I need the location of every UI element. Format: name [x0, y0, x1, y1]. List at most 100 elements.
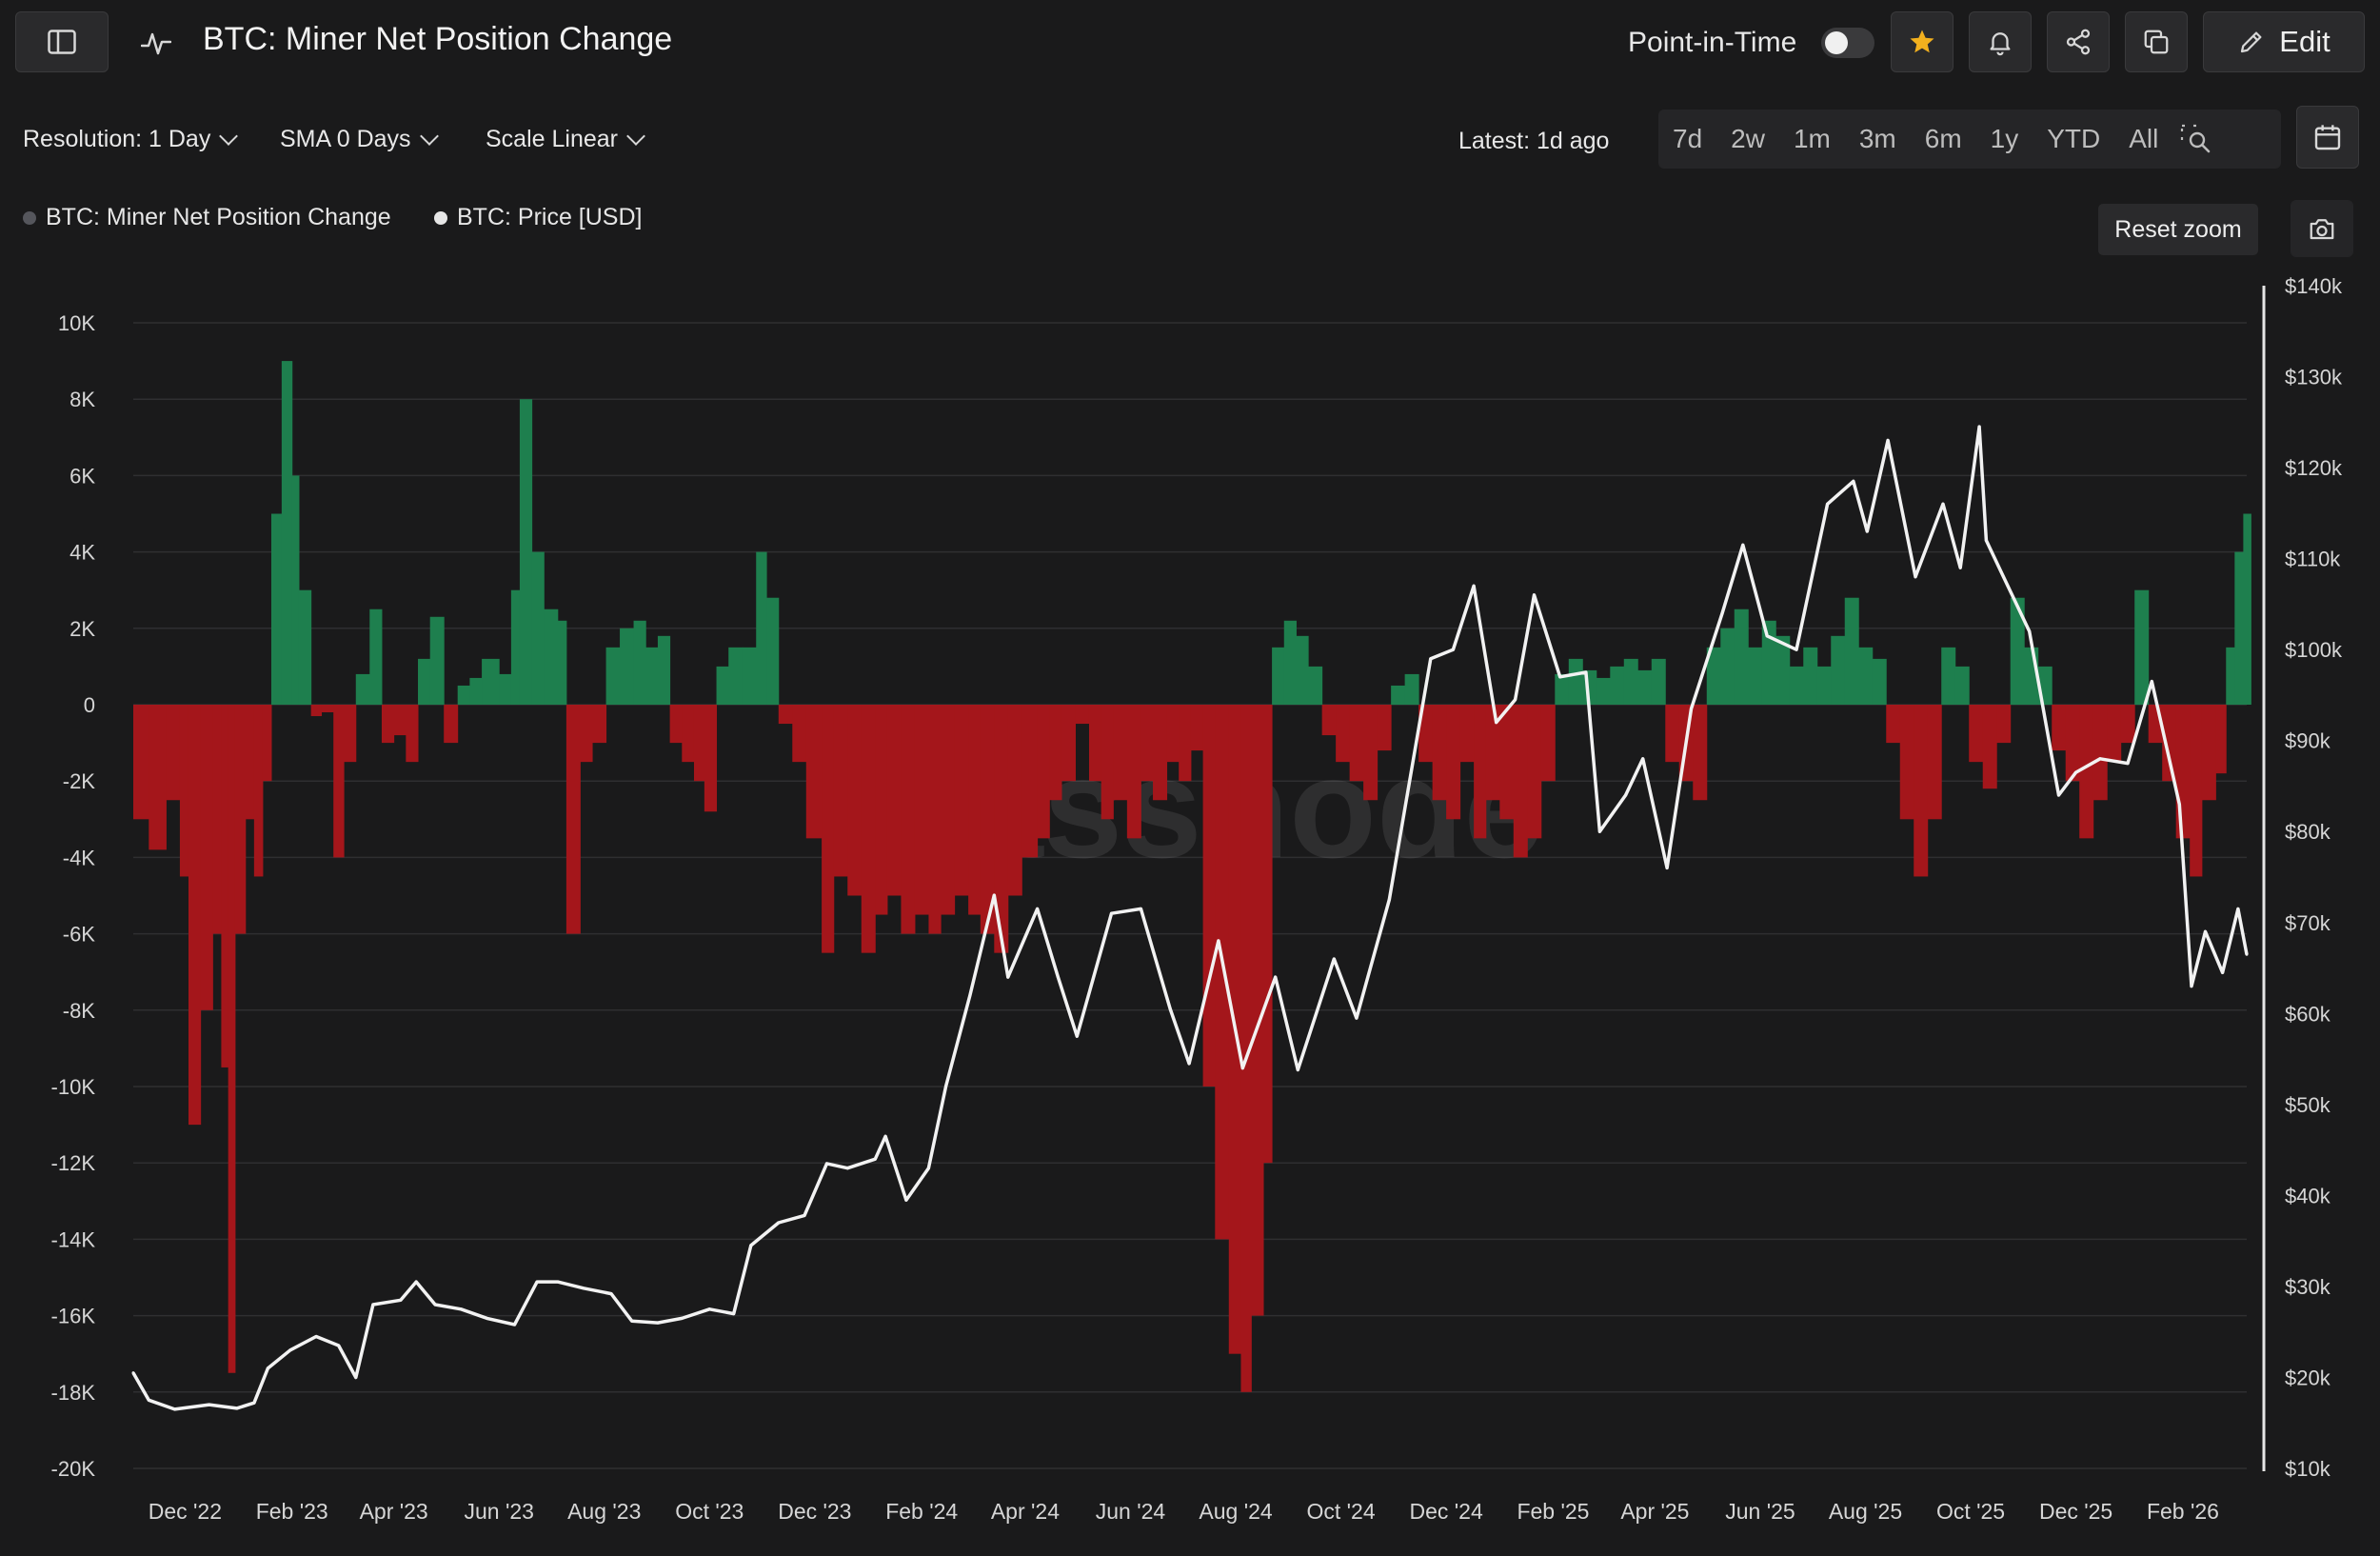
price-point	[1720, 611, 1724, 615]
range-6m[interactable]: 6m	[1924, 124, 1962, 153]
range-1y[interactable]: 1y	[1990, 124, 2019, 153]
price-point	[1689, 707, 1693, 710]
price-point	[1274, 975, 1278, 979]
bar	[645, 647, 659, 705]
bar	[1153, 705, 1168, 801]
y-left-tick-label: -18K	[51, 1381, 96, 1405]
top-bar: BTC: Miner Net Position Change Point-in-…	[0, 0, 2380, 88]
sma-dropdown[interactable]: SMA 0 Days	[280, 126, 439, 153]
bar	[1404, 673, 1419, 705]
bar	[2215, 705, 2227, 774]
resolution-dropdown[interactable]: Resolution: 1 Day	[23, 126, 239, 153]
bar	[822, 705, 835, 953]
bar	[994, 705, 1009, 953]
bar	[333, 705, 345, 858]
range-2w[interactable]: 2w	[1731, 124, 1765, 153]
bar	[605, 647, 621, 705]
price-point	[1584, 670, 1588, 674]
bar	[253, 705, 264, 877]
range-3m[interactable]: 3m	[1858, 124, 1896, 153]
scale-label: Scale Linear	[486, 126, 618, 152]
bar	[1485, 705, 1500, 801]
reset-zoom-button[interactable]: Reset zoom	[2098, 204, 2258, 255]
bar	[418, 658, 431, 705]
y-right-tick-label: $70k	[2285, 911, 2331, 935]
bar	[234, 705, 247, 934]
bar	[1446, 705, 1461, 820]
price-point	[1056, 975, 1060, 979]
price-point	[1332, 957, 1336, 961]
screenshot-button[interactable]	[2291, 200, 2353, 257]
bar	[2234, 551, 2244, 705]
bar	[1789, 666, 1804, 705]
x-tick-label: Dec '24	[1409, 1499, 1482, 1524]
share-button[interactable]	[2047, 11, 2110, 72]
bar	[1349, 705, 1364, 782]
legend-item-miner-net-position[interactable]: BTC: Miner Net Position Change	[23, 204, 391, 231]
star-icon	[1910, 30, 1934, 53]
bar	[1296, 635, 1309, 705]
price-point	[883, 1134, 887, 1138]
scale-dropdown[interactable]: Scale Linear	[486, 126, 645, 153]
bar	[1775, 635, 1791, 705]
price-point	[2098, 757, 2102, 761]
bar	[321, 705, 334, 713]
price-point	[131, 1371, 135, 1375]
calendar-button[interactable]	[2296, 106, 2359, 169]
bar	[693, 705, 705, 782]
price-point	[968, 993, 972, 997]
price-point	[1110, 911, 1114, 915]
range-all[interactable]: All	[2129, 124, 2159, 153]
price-point	[2001, 575, 2005, 579]
bar	[1215, 705, 1230, 1240]
price-point	[707, 1307, 711, 1311]
legend-item-price[interactable]: BTC: Price [USD]	[434, 204, 642, 231]
bar	[580, 705, 593, 763]
bar	[716, 666, 729, 705]
price-point	[2028, 629, 2032, 633]
zoom-select-icon[interactable]	[2180, 124, 2212, 154]
bar	[1021, 705, 1039, 858]
range-1m[interactable]: 1m	[1793, 124, 1831, 153]
bar	[166, 705, 181, 801]
point-in-time-toggle[interactable]	[1821, 28, 1874, 58]
bar	[565, 705, 581, 934]
resolution-label: Resolution: 1 Day	[23, 126, 211, 152]
bar	[2107, 705, 2122, 763]
bar	[1555, 673, 1570, 705]
edit-button[interactable]: Edit	[2203, 11, 2365, 72]
price-point	[459, 1307, 463, 1311]
y-right-tick-label: $140k	[2285, 274, 2343, 298]
alert-button[interactable]	[1969, 11, 2032, 72]
bar	[519, 399, 533, 705]
bar	[1075, 705, 1090, 725]
price-point	[1075, 1034, 1079, 1038]
range-ytd[interactable]: YTD	[2047, 124, 2101, 153]
price-point	[1624, 793, 1628, 797]
time-range-selector: 7d 2w 1m 3m 6m 1y YTD All	[1658, 110, 2281, 169]
sidebar-toggle-button[interactable]	[15, 11, 109, 72]
x-tick-label: Jun '23	[464, 1499, 533, 1524]
price-point	[1597, 829, 1601, 833]
bar	[633, 620, 646, 705]
copy-button[interactable]	[2125, 11, 2188, 72]
bar	[2010, 597, 2025, 705]
price-point	[1765, 634, 1769, 638]
y-left-tick-label: -8K	[63, 999, 96, 1023]
price-point	[1355, 1016, 1359, 1020]
favorite-button[interactable]	[1891, 11, 1954, 72]
price-point	[680, 1316, 684, 1320]
price-point	[777, 1221, 781, 1225]
bar	[833, 705, 848, 877]
bar	[2190, 705, 2203, 877]
price-point	[992, 893, 996, 897]
bar	[557, 620, 567, 705]
y-left-tick-label: -20K	[51, 1457, 96, 1481]
price-point	[2236, 907, 2240, 910]
y-left-tick-label: 0	[84, 693, 95, 717]
range-7d[interactable]: 7d	[1673, 124, 1703, 153]
y-left-tick-label: -4K	[63, 846, 96, 869]
price-point	[266, 1366, 269, 1370]
bar	[444, 705, 459, 744]
